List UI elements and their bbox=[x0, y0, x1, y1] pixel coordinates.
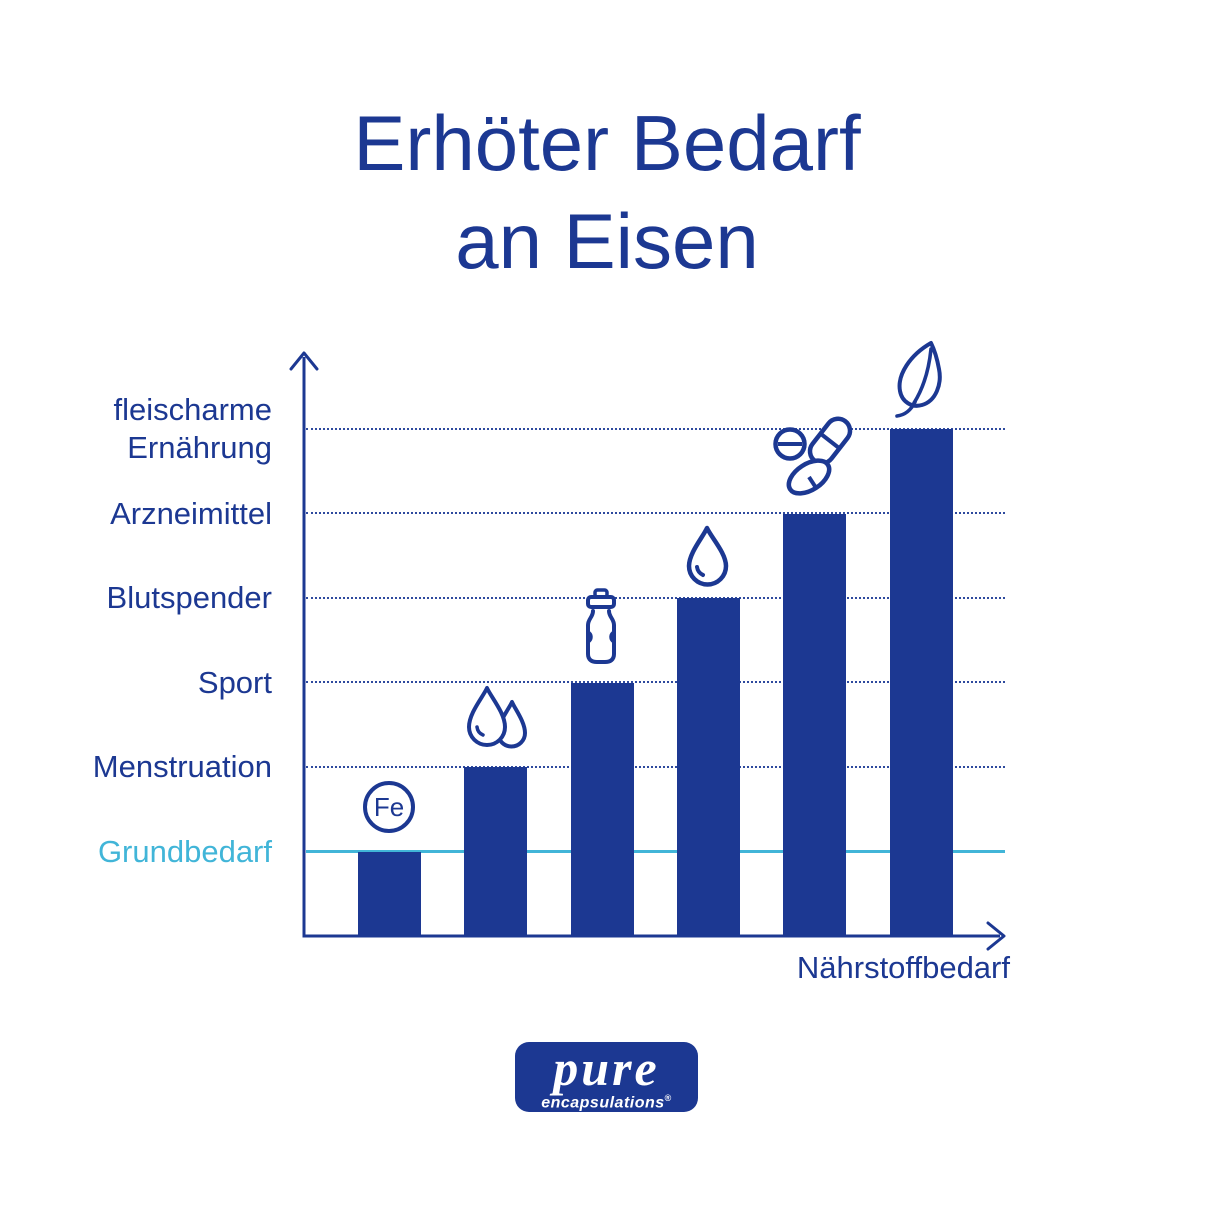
pure-encapsulations-logo: pure encapsulations® bbox=[515, 1042, 698, 1112]
bar-arzneimittel bbox=[783, 513, 847, 936]
y-label-sport: Sport bbox=[197, 664, 272, 700]
y-label-menstruation: Menstruation bbox=[92, 749, 272, 785]
registered-mark: ® bbox=[664, 1093, 672, 1103]
fe-symbol-label: Fe bbox=[374, 792, 404, 822]
gridline-menstruation bbox=[306, 765, 1005, 768]
leaf-icon bbox=[895, 341, 942, 418]
grundbedarf-baseline bbox=[306, 850, 1005, 853]
bar-sport bbox=[570, 682, 634, 936]
y-label-blutspender: Blutspender bbox=[106, 580, 272, 616]
x-axis-arrow-icon bbox=[986, 921, 1006, 951]
gridline-arzneimittel bbox=[306, 512, 1005, 514]
bar-menstruation bbox=[464, 767, 528, 936]
bar-blutspender bbox=[676, 598, 740, 936]
pills-icon bbox=[773, 416, 853, 496]
logo-brand-text: pure bbox=[553, 1040, 660, 1096]
sports-bottle-icon bbox=[586, 588, 616, 664]
chart-title: Erhöter Bedarf an Eisen bbox=[0, 94, 1214, 290]
gridline-sport bbox=[306, 681, 1005, 683]
chart-title-line1: Erhöter Bedarf bbox=[353, 99, 861, 187]
chart-title-line2: an Eisen bbox=[455, 197, 759, 285]
bar-fleischarme-ernährung bbox=[889, 429, 953, 936]
y-label-fleischarme-ernährung: fleischarme Ernährung bbox=[113, 392, 273, 465]
fe-circle-icon: Fe bbox=[363, 781, 415, 833]
y-label-grundbedarf: Grundbedarf bbox=[97, 833, 272, 869]
y-label-arzneimittel: Arzneimittel bbox=[110, 495, 272, 531]
y-axis-arrow-icon bbox=[289, 351, 319, 371]
logo-sub-text: encapsulations® bbox=[515, 1090, 698, 1111]
x-axis-label: Nährstoffbedarf bbox=[796, 950, 1010, 985]
logo-sub-label: encapsulations bbox=[541, 1094, 665, 1112]
gridline-blutspender bbox=[306, 596, 1005, 599]
bar-grundbedarf bbox=[358, 851, 421, 936]
water-drops-icon bbox=[467, 686, 527, 749]
gridline-fleischarme-ernährung bbox=[306, 427, 1005, 430]
blood-drop-icon bbox=[686, 525, 729, 587]
